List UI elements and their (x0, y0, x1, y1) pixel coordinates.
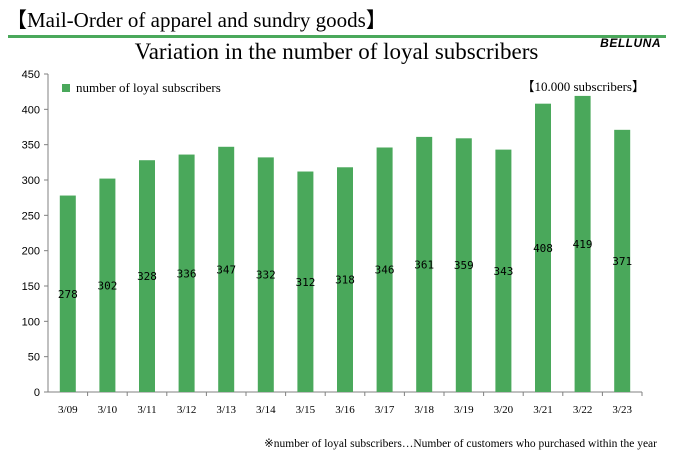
data-label: 278 (58, 288, 78, 301)
bar (178, 154, 195, 392)
bar (139, 160, 155, 392)
brand-logo: BELLUNA (600, 36, 661, 50)
legend-swatch (62, 84, 70, 92)
bar (376, 147, 393, 392)
y-tick-label: 150 (22, 281, 40, 293)
data-label: 408 (533, 242, 553, 255)
x-tick-label: 3/13 (216, 404, 236, 416)
bar (574, 95, 591, 392)
data-label: 302 (97, 279, 117, 292)
bar (495, 149, 512, 392)
data-label: 371 (612, 255, 632, 268)
data-label: 312 (295, 276, 315, 289)
data-label: 332 (256, 269, 276, 282)
y-tick-label: 50 (28, 352, 40, 364)
bar (535, 103, 551, 393)
footnote: ※number of loyal subscribers…Number of c… (264, 438, 657, 450)
page-header: 【Mail-Order of apparel and sundry goods】 (6, 8, 387, 32)
bar (614, 129, 631, 392)
x-tick-label: 3/11 (137, 404, 156, 416)
y-tick-label: 400 (22, 104, 40, 116)
x-tick-label: 3/12 (177, 404, 197, 416)
x-tick-label: 3/10 (98, 404, 118, 416)
data-label: 346 (375, 264, 395, 277)
bar (99, 178, 116, 392)
header-rule (8, 35, 666, 38)
y-tick-label: 200 (22, 246, 40, 258)
bar (59, 195, 76, 392)
x-tick-label: 3/16 (335, 404, 355, 416)
bar (455, 138, 472, 392)
data-label: 318 (335, 274, 355, 287)
x-tick-label: 3/18 (414, 404, 434, 416)
bar (416, 136, 433, 392)
x-tick-label: 3/14 (256, 404, 276, 416)
bar (257, 157, 274, 392)
chart-legend: number of loyal subscribers (62, 80, 221, 96)
x-tick-label: 3/09 (58, 404, 78, 416)
y-tick-label: 250 (22, 210, 40, 222)
y-tick-label: 100 (22, 316, 40, 328)
bar (297, 171, 314, 392)
chart-title: Variation in the number of loyal subscri… (134, 39, 539, 64)
x-tick-label: 3/20 (494, 404, 514, 416)
data-label: 343 (493, 265, 513, 278)
y-tick-label: 0 (34, 387, 40, 399)
x-tick-label: 3/23 (612, 404, 632, 416)
legend-label: number of loyal subscribers (76, 80, 221, 95)
x-tick-label: 3/21 (533, 404, 553, 416)
x-tick-label: 3/19 (454, 404, 474, 416)
bar (337, 167, 353, 392)
data-label: 336 (177, 267, 197, 280)
bar (218, 146, 235, 392)
data-label: 419 (573, 238, 593, 251)
data-label: 347 (216, 263, 236, 276)
y-tick-label: 350 (22, 140, 40, 152)
data-label: 361 (414, 258, 434, 271)
y-tick-label: 450 (22, 69, 40, 81)
unit-note: 【10.000 subscribers】 (521, 79, 646, 94)
y-tick-label: 300 (22, 175, 40, 187)
data-label: 328 (137, 270, 157, 283)
x-tick-label: 3/22 (573, 404, 593, 416)
x-tick-label: 3/17 (375, 404, 395, 416)
x-tick-label: 3/15 (296, 404, 316, 416)
data-label: 359 (454, 259, 474, 272)
